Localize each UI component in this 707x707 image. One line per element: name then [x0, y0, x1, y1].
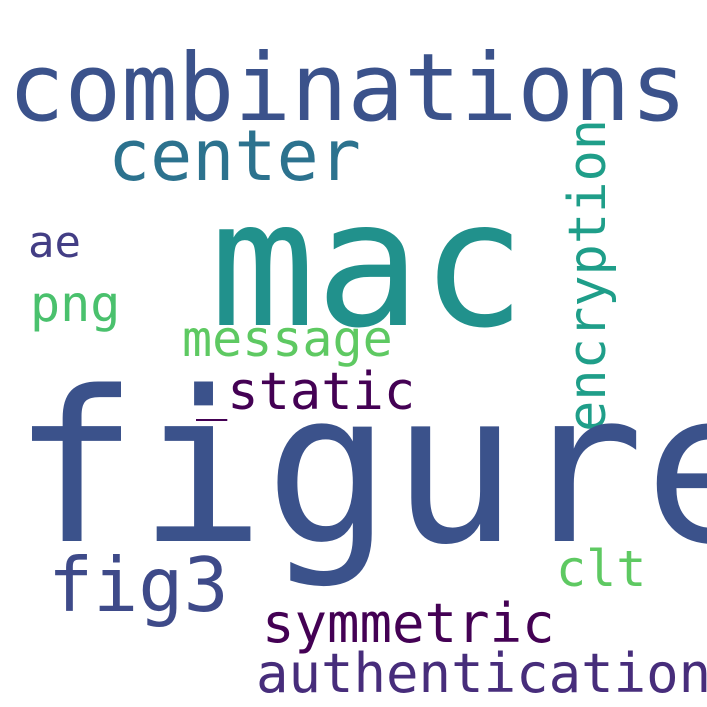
word-figure: figure: [12, 346, 707, 591]
word-combinations: combinations: [8, 34, 688, 143]
word-clt: clt: [556, 540, 647, 598]
word-static: _static: [196, 362, 416, 422]
word-message: message: [182, 310, 393, 368]
word-png: png: [30, 275, 121, 333]
word-authentication: authentication: [256, 642, 707, 705]
word-symmetric: symmetric: [262, 592, 555, 655]
word-ae: ae: [28, 217, 81, 268]
word-mac: mac: [210, 164, 527, 367]
word-center: center: [108, 115, 361, 197]
word-fig3: fig3: [48, 541, 229, 629]
